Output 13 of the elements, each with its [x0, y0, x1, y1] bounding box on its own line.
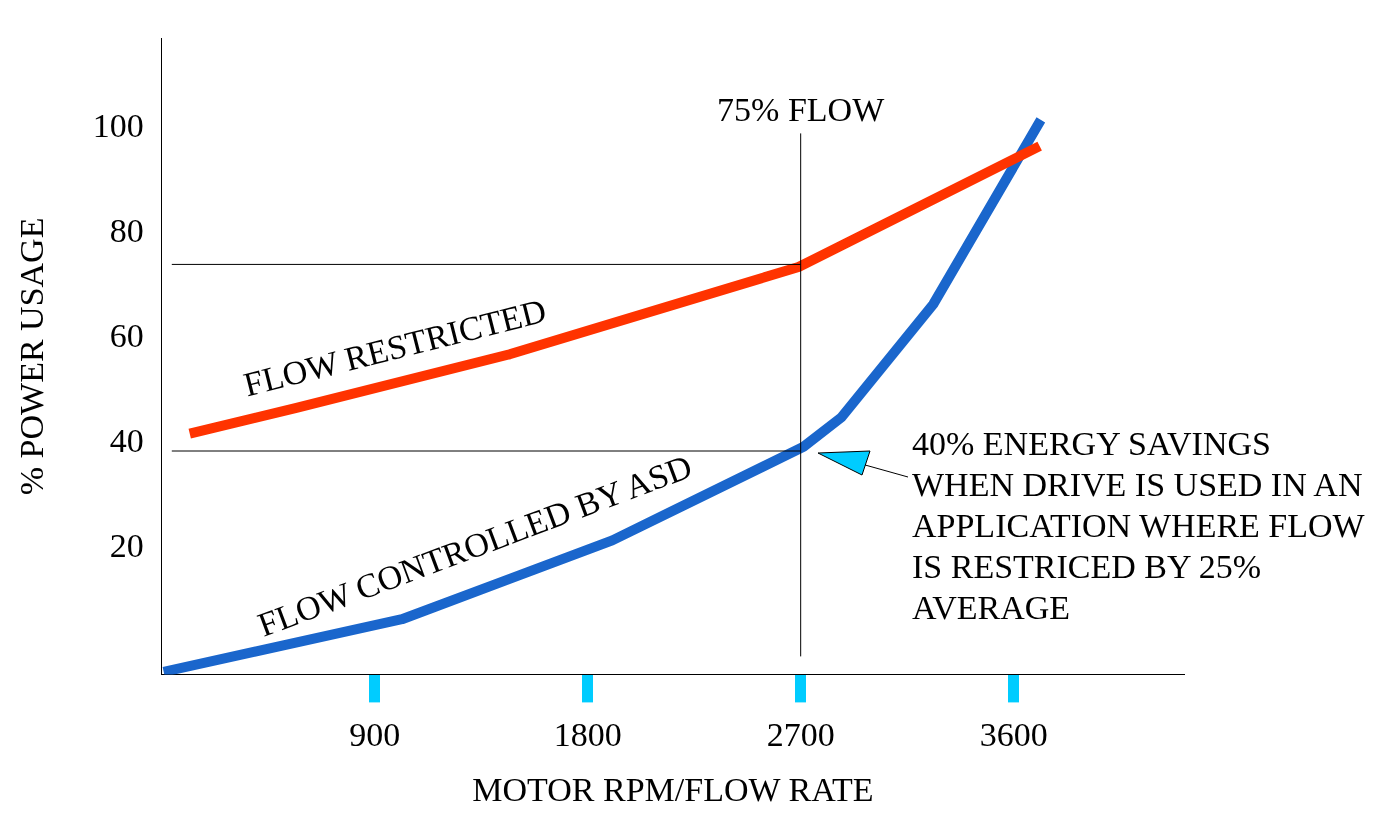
y-tick-label: 20 [109, 527, 144, 565]
y-tick-label: 60 [109, 316, 144, 354]
ref-line-label: 75% FLOW [717, 91, 886, 129]
x-tick-label: 900 [349, 715, 401, 753]
x-tick-label: 2700 [766, 715, 835, 753]
y-tick-label: 80 [109, 211, 144, 249]
x-axis-title: MOTOR RPM/FLOW RATE [472, 770, 874, 808]
x-tick-label: 3600 [979, 715, 1048, 753]
y-axis-title: % POWER USAGE [13, 217, 51, 496]
y-tick-label: 40 [109, 422, 144, 460]
x-tick-label: 1800 [553, 715, 622, 753]
annotation: 40% ENERGY SAVINGS WHEN DRIVE IS USED IN AN APPLICATION WHERE FLOW IS RESTRICED BY 25% AVERAGE [912, 424, 1366, 628]
y-tick-label: 100 [92, 106, 144, 144]
